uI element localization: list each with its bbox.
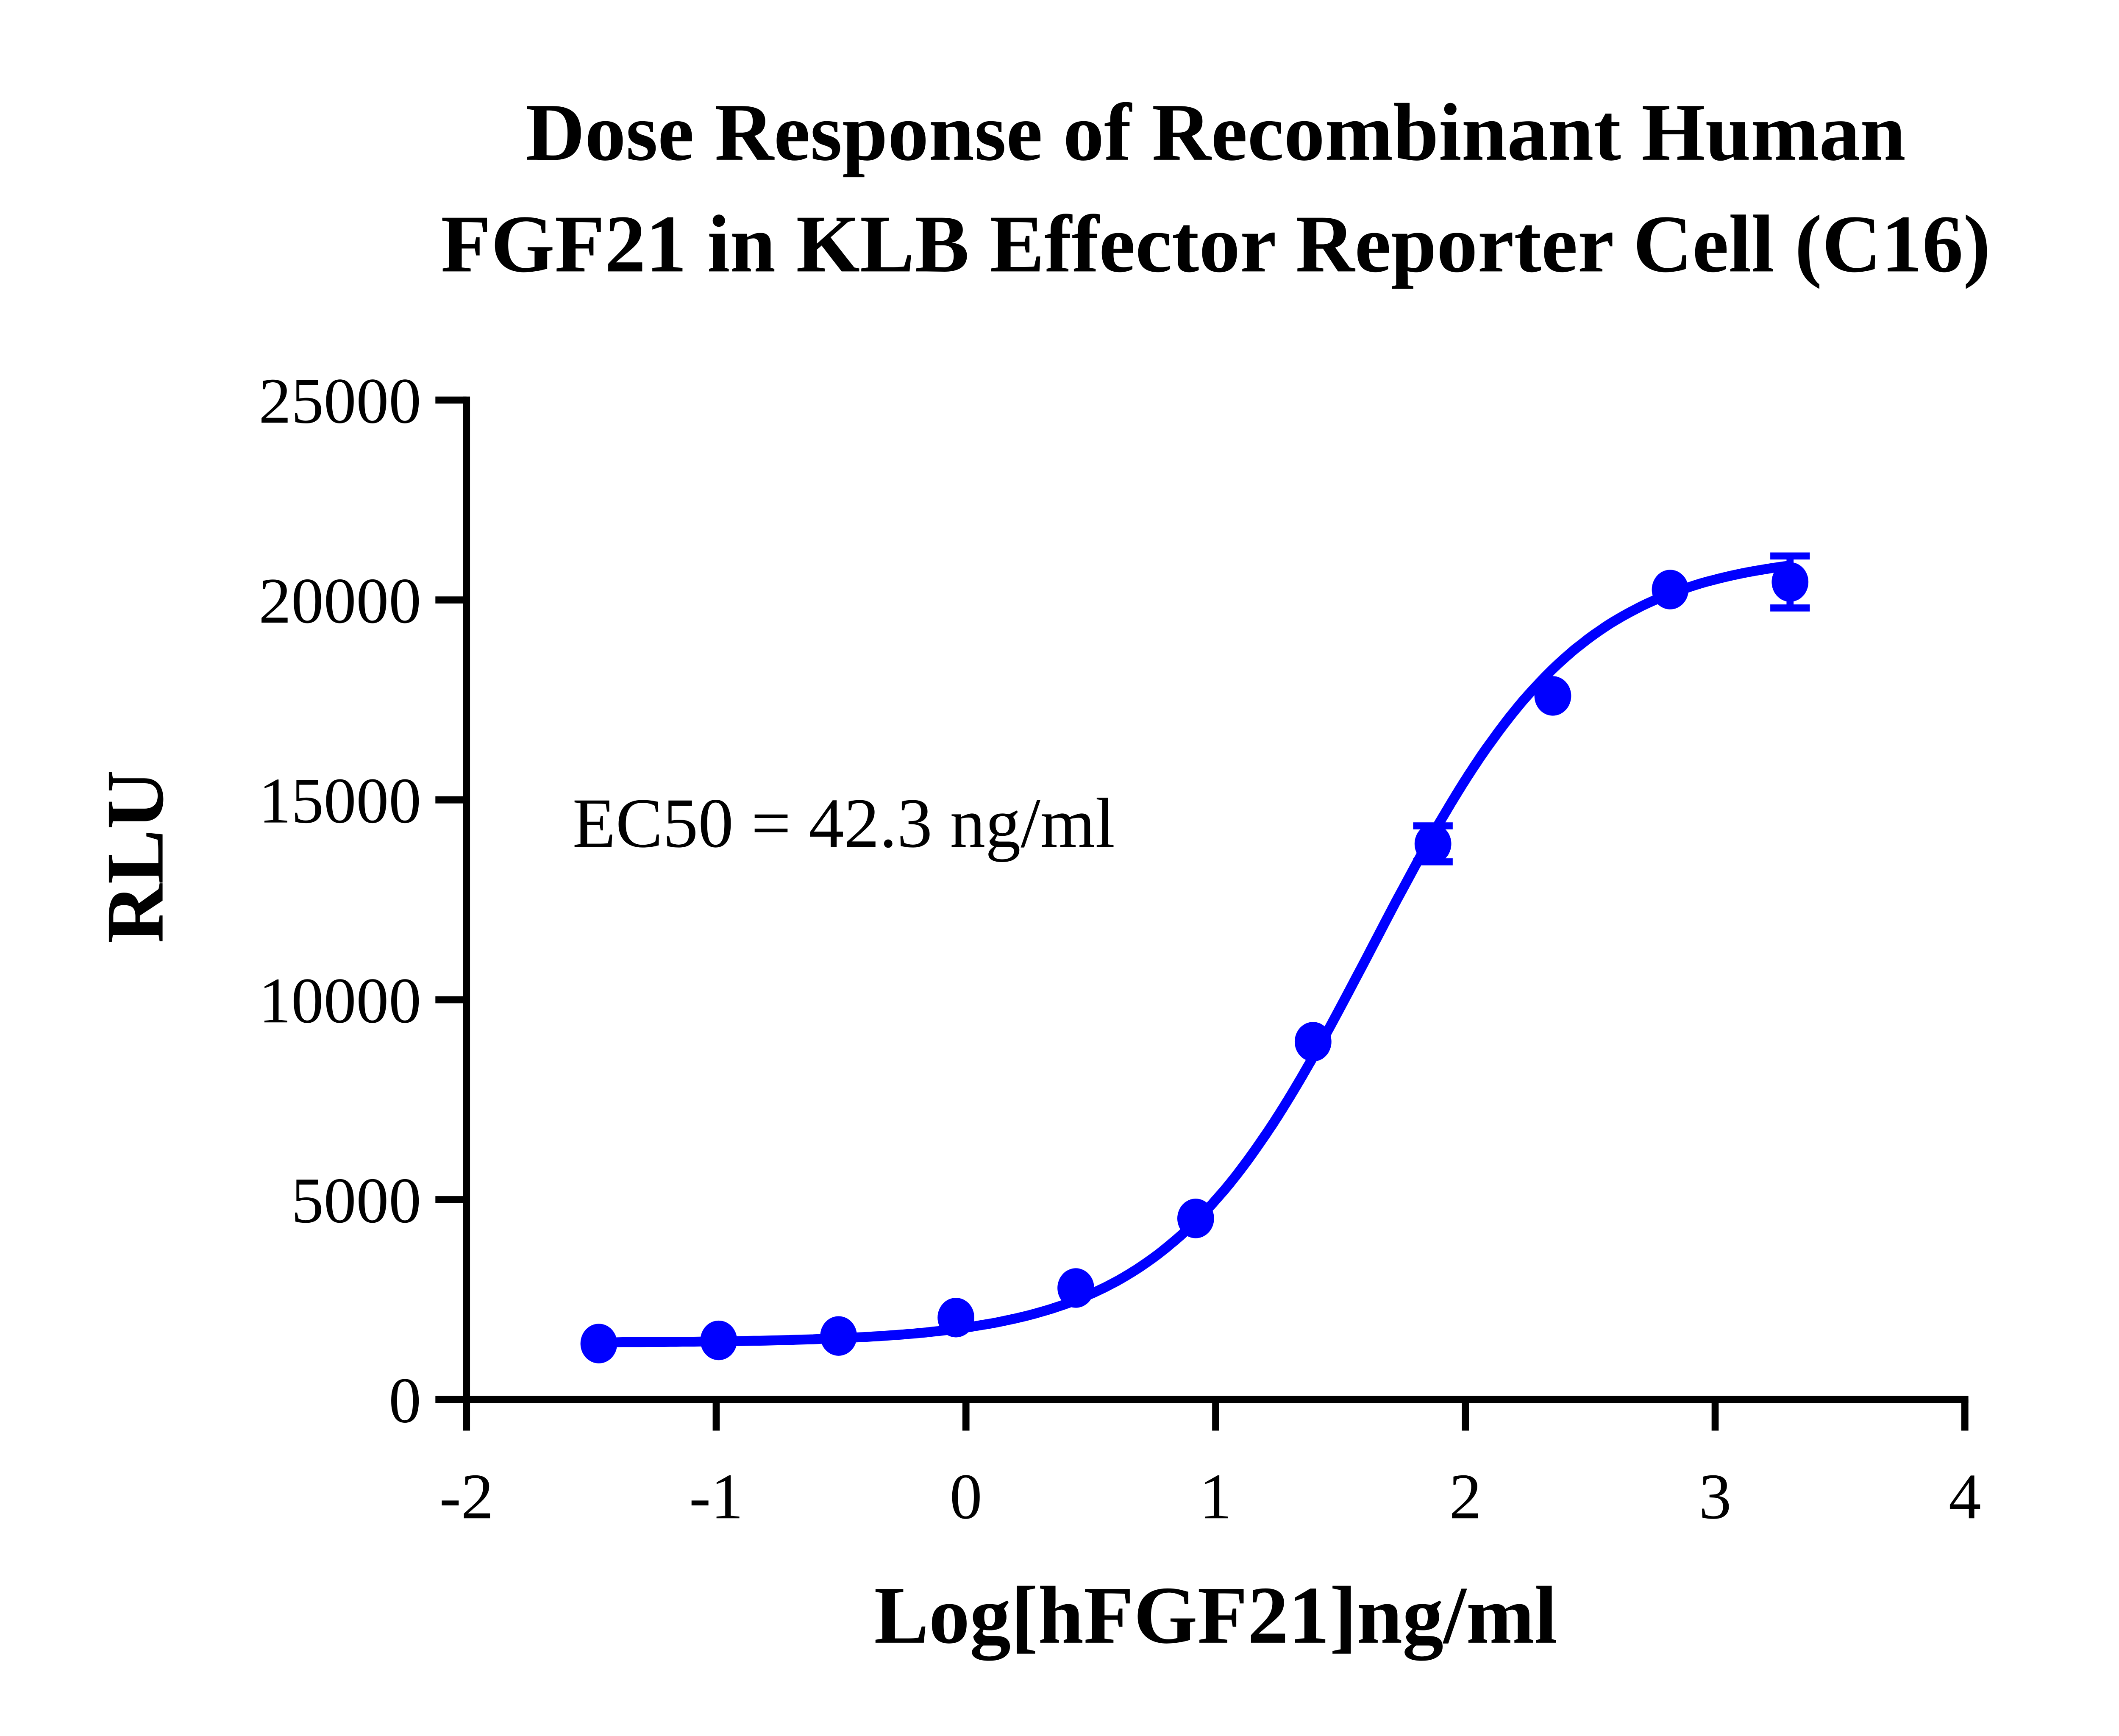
data-point xyxy=(1057,1268,1094,1308)
x-tick-label: 2 xyxy=(1449,1461,1482,1533)
data-point xyxy=(937,1298,975,1338)
x-tick-label: 4 xyxy=(1949,1461,1981,1533)
data-point xyxy=(1534,676,1571,716)
x-axis-label: Log[hFGF21]ng/ml xyxy=(874,1570,1557,1661)
data-point xyxy=(580,1324,617,1363)
ec50-annotation: EC50 = 42.3 ng/ml xyxy=(573,784,1115,862)
x-tick-label: -2 xyxy=(439,1461,494,1533)
y-tick-label: 20000 xyxy=(259,565,421,637)
y-tick-label: 10000 xyxy=(259,965,421,1037)
data-point xyxy=(1177,1199,1214,1238)
y-tick-label: 0 xyxy=(389,1365,421,1437)
x-tick-label: 3 xyxy=(1699,1461,1732,1533)
data-marks xyxy=(580,552,1810,1363)
x-tick-label: -1 xyxy=(689,1461,743,1533)
axes: -2 -1 0 1 2 3 4 0 5000 10000 15000 20000 25000 xyxy=(259,365,1981,1533)
y-axis-label: RLU xyxy=(90,770,181,943)
x-tick-label: 1 xyxy=(1199,1461,1232,1533)
chart-title-line-1: Dose Response of Recombinant Human xyxy=(526,87,1905,178)
data-point xyxy=(1294,1022,1332,1062)
chart-title-line-2: FGF21 in KLB Effector Reporter Cell (C16… xyxy=(441,198,1991,289)
data-point xyxy=(1771,562,1809,602)
y-tick-label: 25000 xyxy=(259,365,421,437)
data-point xyxy=(820,1316,857,1356)
data-point xyxy=(700,1320,737,1360)
data-point xyxy=(1652,570,1689,609)
y-tick-label: 5000 xyxy=(291,1165,421,1237)
x-tick-label: 0 xyxy=(950,1461,982,1533)
data-point xyxy=(1414,824,1452,864)
y-tick-label: 15000 xyxy=(259,765,421,837)
